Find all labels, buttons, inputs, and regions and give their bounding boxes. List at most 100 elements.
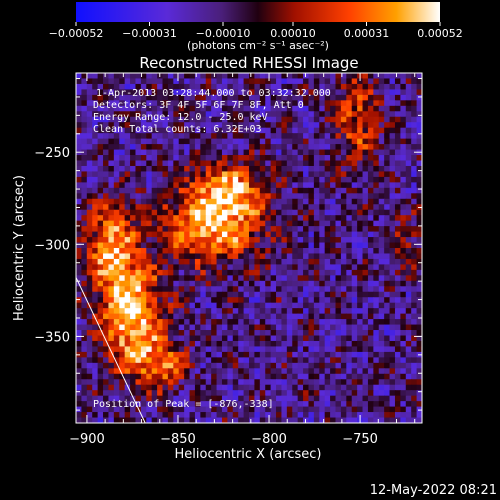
heatmap-cell [200, 231, 207, 238]
heatmap-cell [308, 340, 315, 348]
heatmap-cell [281, 78, 288, 85]
heatmap-cell [249, 144, 256, 151]
heatmap-cell [292, 291, 299, 298]
heatmap-cell [270, 308, 277, 315]
heatmap-cell [416, 253, 422, 260]
heatmap-cell [227, 242, 234, 249]
heatmap-cell [200, 291, 207, 298]
heatmap-cell [103, 253, 110, 260]
heatmap-cell [405, 384, 412, 391]
heatmap-cell [130, 122, 137, 129]
heatmap-cell [135, 390, 142, 397]
heatmap-cell [157, 89, 164, 96]
heatmap-cell [400, 138, 407, 145]
heatmap-cell [303, 253, 310, 260]
heatmap-cell [130, 384, 137, 391]
heatmap-cell [378, 269, 385, 276]
heatmap-cell [319, 182, 326, 189]
heatmap-cell [286, 401, 293, 408]
heatmap-cell [86, 384, 93, 391]
heatmap-cell [319, 324, 326, 331]
heatmap-cell [205, 302, 212, 309]
heatmap-cell [405, 94, 412, 101]
heatmap-cell [249, 253, 256, 260]
heatmap-cell [184, 302, 191, 309]
heatmap-cell [330, 105, 337, 112]
heatmap-cell [86, 417, 93, 423]
heatmap-cell [416, 313, 422, 320]
heatmap-cell [189, 269, 196, 276]
heatmap-cell [259, 149, 266, 156]
heatmap-cell [303, 248, 310, 255]
heatmap-cell [146, 384, 153, 391]
colorbar-tick-label: 0.00031 [344, 27, 390, 40]
heatmap-cell [92, 330, 99, 337]
heatmap-cell [194, 395, 201, 402]
heatmap-cell [103, 401, 110, 408]
heatmap-cell [227, 308, 234, 315]
heatmap-cell [346, 302, 353, 309]
heatmap-cell [254, 165, 261, 173]
heatmap-cell [346, 176, 353, 183]
heatmap-cell [313, 83, 320, 91]
heatmap-cell [281, 395, 288, 402]
heatmap-cell [238, 149, 245, 156]
heatmap-cell [200, 176, 207, 183]
heatmap-cell [378, 373, 385, 380]
heatmap-cell [167, 198, 174, 205]
heatmap-cell [238, 258, 245, 266]
heatmap-cell [92, 406, 99, 413]
heatmap-cell [243, 351, 250, 358]
heatmap-cell [378, 253, 385, 260]
heatmap-cell [124, 412, 131, 419]
heatmap-cell [81, 253, 88, 260]
heatmap-cell [146, 155, 153, 162]
heatmap-cell [81, 357, 88, 364]
heatmap-cell [200, 297, 207, 304]
heatmap-cell [394, 258, 401, 266]
heatmap-cell [416, 319, 422, 326]
heatmap-cell [135, 226, 142, 233]
heatmap-cell [216, 308, 223, 315]
heatmap-cell [157, 111, 164, 118]
colorbar-ticks [75, 22, 441, 26]
heatmap-cell [108, 78, 115, 85]
heatmap-cell [265, 133, 272, 140]
heatmap-cell [97, 187, 104, 194]
heatmap-cell [76, 313, 83, 320]
heatmap-cell [167, 111, 174, 118]
heatmap-cell [340, 395, 347, 402]
heatmap-cell [303, 340, 310, 348]
heatmap-cell [108, 264, 115, 271]
heatmap-cell [286, 133, 293, 140]
heatmap-cell [162, 248, 169, 255]
heatmap-cell [340, 171, 347, 178]
heatmap-cell [335, 220, 342, 227]
heatmap-cell [265, 248, 272, 255]
heatmap-cell [232, 144, 239, 151]
heatmap-cell [276, 193, 283, 200]
heatmap-cell [276, 83, 283, 91]
heatmap-cell [362, 406, 369, 413]
heatmap-cell [330, 149, 337, 156]
heatmap-cell [92, 149, 99, 156]
heatmap-cell [232, 138, 239, 145]
heatmap-cell [211, 78, 218, 85]
heatmap-cell [162, 187, 169, 194]
heatmap-cell [103, 193, 110, 200]
heatmap-cell [243, 346, 250, 353]
heatmap-cell [400, 264, 407, 271]
heatmap-cell [238, 231, 245, 238]
heatmap-cell [232, 231, 239, 238]
heatmap-cell [254, 182, 261, 189]
heatmap-cell [389, 215, 396, 222]
heatmap-cell [313, 297, 320, 304]
heatmap-cell [254, 138, 261, 145]
heatmap-cell [119, 291, 126, 298]
heatmap-cell [162, 308, 169, 315]
heatmap-cell [308, 395, 315, 402]
heatmap-cell [394, 417, 401, 423]
heatmap-cell [135, 264, 142, 271]
heatmap-cell [324, 264, 331, 271]
heatmap-cell [254, 73, 261, 80]
